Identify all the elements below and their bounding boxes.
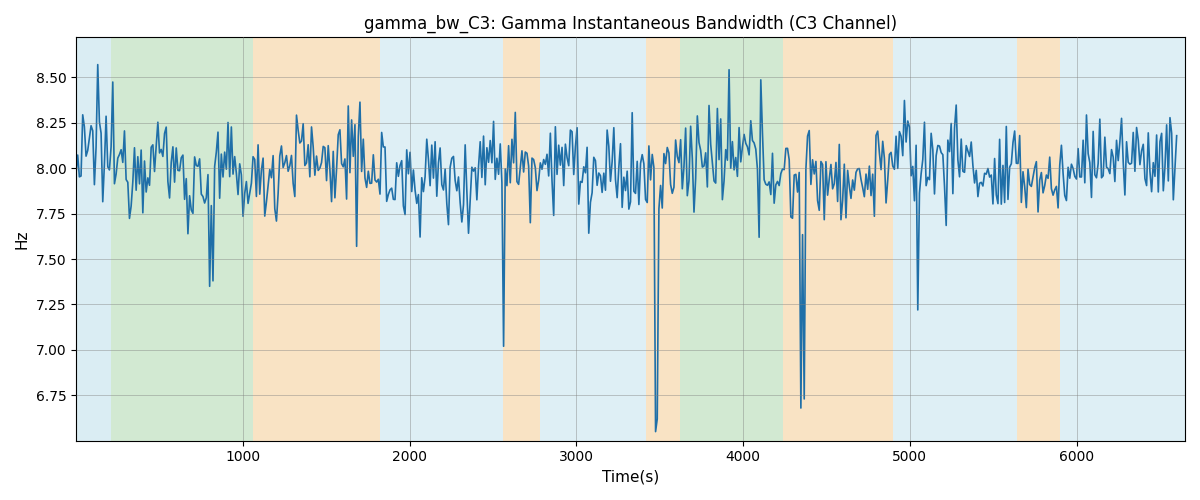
Bar — [679, 38, 784, 440]
Bar — [784, 38, 893, 440]
Bar — [647, 38, 679, 440]
X-axis label: Time(s): Time(s) — [602, 470, 659, 485]
Bar — [540, 38, 647, 440]
Bar — [379, 38, 503, 440]
Bar — [893, 38, 1016, 440]
Bar — [1016, 38, 1060, 440]
Bar — [1060, 38, 1186, 440]
Bar — [76, 38, 112, 440]
Bar — [112, 38, 253, 440]
Title: gamma_bw_C3: Gamma Instantaneous Bandwidth (C3 Channel): gamma_bw_C3: Gamma Instantaneous Bandwid… — [364, 15, 898, 34]
Bar — [253, 38, 379, 440]
Bar — [503, 38, 540, 440]
Y-axis label: Hz: Hz — [14, 230, 30, 249]
